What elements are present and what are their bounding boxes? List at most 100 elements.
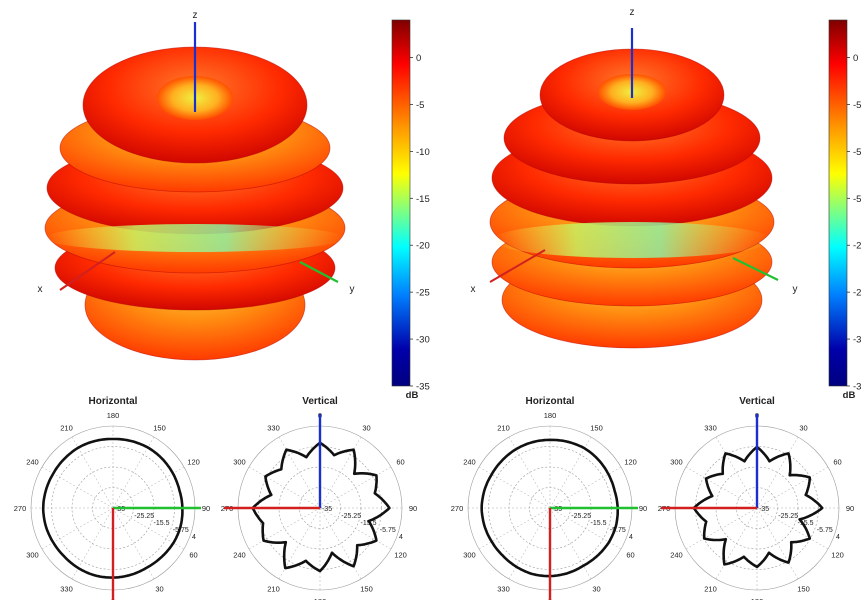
x-axis-label: x <box>38 284 43 295</box>
polar-radial-label: -5.75 <box>173 527 189 534</box>
polar-angle-label: 150 <box>797 585 810 594</box>
polar-radial-label: 4 <box>399 534 403 541</box>
polar-angle-label: 270 <box>451 504 464 513</box>
null-band <box>492 222 772 258</box>
polar-vertical-left: Vertical0306090120150180210240270300330-… <box>221 396 417 600</box>
polar-radial-label: 4 <box>629 534 633 541</box>
polar-angle-label: 120 <box>187 458 200 467</box>
polar-angle-label: 150 <box>590 423 603 432</box>
z-axis-label: z <box>630 7 635 18</box>
polar-radial-label: -5.75 <box>817 527 833 534</box>
colorbar-tick-label: 0 <box>416 53 421 64</box>
polar-radial-label: -5.75 <box>610 527 626 534</box>
y-axis-label: y <box>793 284 798 295</box>
polar-radial-label: -35 <box>115 506 125 513</box>
x-axis-line <box>59 251 116 291</box>
polar-spoke <box>715 507 758 580</box>
colorbar-unit-label: dB <box>406 390 419 401</box>
polar-angle-label: 60 <box>396 458 404 467</box>
colorbar-tick-label: -5 <box>853 194 861 205</box>
polar-radial-label: -15.5 <box>798 520 814 527</box>
polar-angle-label: 270 <box>14 504 27 513</box>
polar-spoke <box>685 466 758 509</box>
polar-angle-label: 330 <box>60 585 73 594</box>
colorbar-scale <box>391 19 411 387</box>
3d-radiation-patterns: z x y z x y <box>38 7 798 361</box>
polar-angle-label: 240 <box>233 551 246 560</box>
colorbar-tick-label: -20 <box>416 241 430 252</box>
polar-radial-label: -25.25 <box>341 513 361 520</box>
colorbar-tick-label: -30 <box>416 335 430 346</box>
polar-spoke <box>478 507 551 550</box>
polar-title: Horizontal <box>89 396 138 407</box>
polar-radial-label: 4 <box>192 534 196 541</box>
colorbar-tick-label: -10 <box>416 147 430 158</box>
polar-radial-label: -25.25 <box>778 513 798 520</box>
polar-angle-label: 60 <box>833 458 841 467</box>
pattern-trace <box>251 441 391 573</box>
pattern-3d-left: z x y <box>38 10 355 361</box>
polar-spoke <box>508 507 551 580</box>
polar-radial-label: 4 <box>836 534 840 541</box>
polar-angle-label: 240 <box>26 458 39 467</box>
polar-horizontal-left: Horizontal180150120906030033030027024021… <box>14 396 210 600</box>
colorbar-tick-label: -2 <box>853 288 861 299</box>
polar-spoke <box>319 466 392 509</box>
colorbar-right: 0-5-5-5-2-2-3-3dB <box>828 19 861 401</box>
colorbar-tick-label: -5 <box>853 147 861 158</box>
colorbar-unit-label: dB <box>843 390 856 401</box>
polar-radial-label: -35 <box>552 506 562 513</box>
polar-horizontal-right: Horizontal180150120906030033030027024021… <box>451 396 647 600</box>
colorbar-tick-label: -25 <box>416 288 430 299</box>
polar-spoke <box>112 507 185 550</box>
polar-angle-label: 30 <box>799 423 807 432</box>
colorbar-tick-label: -15 <box>416 194 430 205</box>
polar-angle-label: 90 <box>409 504 417 513</box>
colorbar-tick-label: -5 <box>853 100 861 111</box>
colorbar-tick-label: -3 <box>853 335 861 346</box>
colorbar-tick-label: -3 <box>853 382 861 393</box>
x-axis-line <box>489 249 546 283</box>
polar-spoke <box>319 507 392 550</box>
colorbar-tick-label: -2 <box>853 241 861 252</box>
null-band <box>45 224 345 252</box>
polar-angle-label: 330 <box>267 423 280 432</box>
colorbar-scale <box>828 19 848 387</box>
polar-angle-label: 180 <box>314 597 327 600</box>
polar-angle-label: 240 <box>463 458 476 467</box>
polar-angle-label: 300 <box>233 458 246 467</box>
polar-angle-label: 150 <box>153 423 166 432</box>
polar-angle-label: 240 <box>670 551 683 560</box>
polar-angle-label: 90 <box>202 504 210 513</box>
polar-spoke <box>756 436 799 509</box>
polar-spoke <box>685 507 758 550</box>
polar-angle-label: 300 <box>670 458 683 467</box>
polar-radial-label: -25.25 <box>134 513 154 520</box>
polar-radial-label: -15.5 <box>591 520 607 527</box>
polar-plots: Horizontal 180 150 120 90 60 300 330 300 270 240 21… <box>14 396 854 600</box>
polar-spoke <box>478 466 551 509</box>
polar-radial-label: -15.5 <box>154 520 170 527</box>
polar-angle-label: 60 <box>189 551 197 560</box>
polar-radial-label: -25.25 <box>571 513 591 520</box>
polar-angle-label: 60 <box>626 551 634 560</box>
polar-radial-label: -35 <box>759 506 769 513</box>
polar-spoke <box>756 466 829 509</box>
polar-radial-label: -15.5 <box>361 520 377 527</box>
polar-spoke <box>508 436 551 509</box>
polar-angle-label: 120 <box>394 551 407 560</box>
polar-spoke <box>549 466 622 509</box>
y-axis-label: y <box>350 284 355 295</box>
polar-angle-label: 300 <box>463 551 476 560</box>
polar-angle-label: 210 <box>60 423 73 432</box>
colorbar-tick-label: 0 <box>853 53 858 64</box>
polar-angle-label: 330 <box>704 423 717 432</box>
polar-vertical-right: Vertical0306090120150180210240270300330-… <box>658 396 854 600</box>
polar-angle-label: 30 <box>155 585 163 594</box>
polar-angle-label: 210 <box>704 585 717 594</box>
polar-spoke <box>715 436 758 509</box>
polar-spoke <box>549 507 592 580</box>
polar-spoke <box>248 466 321 509</box>
polar-angle-label: 120 <box>831 551 844 560</box>
